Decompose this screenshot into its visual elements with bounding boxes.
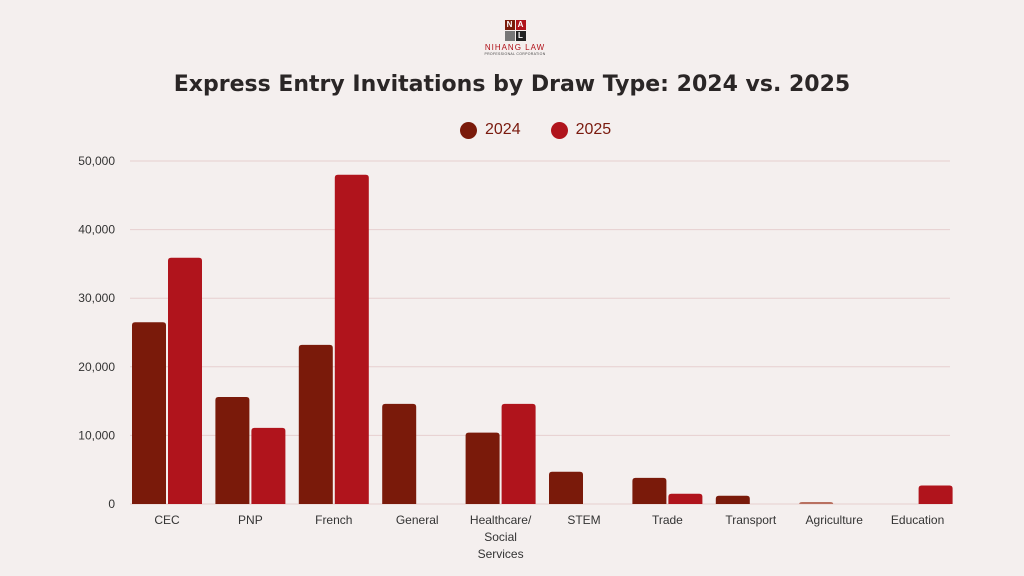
chart-title: Express Entry Invitations by Draw Type: … (173, 72, 851, 97)
x-tick-label: French (315, 513, 352, 527)
bar-2024 (715, 495, 750, 504)
bar-2024 (465, 432, 500, 504)
legend-label: 2025 (575, 121, 612, 138)
x-tick-label: Education (891, 513, 944, 527)
x-tick-label: Transport (725, 513, 777, 527)
bar-2025 (168, 257, 202, 504)
logo-box: A (515, 20, 526, 30)
y-tick-label: 20,000 (78, 360, 115, 374)
x-tick-label: General (396, 513, 439, 527)
legend-item-2024: 2024 (460, 121, 521, 139)
y-tick-label: 0 (108, 497, 115, 511)
logo: N A L NIHANG LAW PROFESSIONAL CORPORATIO… (480, 20, 550, 56)
bar-2024 (632, 477, 667, 504)
bar-2025 (251, 427, 286, 504)
bar-2024 (215, 396, 250, 504)
y-tick-label: 50,000 (78, 154, 115, 168)
bar-2024 (799, 501, 834, 504)
bar-2024 (132, 322, 166, 504)
bar-2024 (298, 344, 333, 504)
y-tick-label: 40,000 (78, 223, 115, 237)
legend-label: 2024 (485, 121, 521, 138)
x-tick-label: Healthcare/ (470, 513, 532, 527)
x-tick-label: PNP (238, 513, 263, 527)
y-tick-label: 30,000 (78, 291, 115, 305)
y-tick-label: 10,000 (78, 428, 115, 442)
logo-box: L (515, 31, 526, 41)
legend-swatch (460, 121, 477, 139)
bar-2025 (334, 174, 369, 504)
legend-item-2025: 2025 (550, 121, 612, 139)
bar-2025 (501, 403, 536, 504)
x-tick-label: Agriculture (806, 513, 864, 527)
bar-2024 (382, 403, 417, 504)
logo-box: N (504, 20, 515, 30)
bar-2025 (918, 485, 953, 504)
logo-subtext: PROFESSIONAL CORPORATION (484, 52, 546, 56)
x-tick-label: Services (478, 547, 524, 561)
legend: 2024 2025 (460, 121, 611, 139)
logo-box (504, 31, 515, 41)
x-tick-label: Social (484, 530, 517, 544)
logo-text: NIHANG LAW (484, 43, 546, 52)
x-tick-label: STEM (567, 513, 600, 527)
legend-swatch (550, 121, 568, 139)
x-tick-label: Trade (652, 513, 683, 527)
bar-2025 (668, 493, 703, 504)
bar-2024 (549, 471, 583, 504)
x-tick-label: CEC (154, 513, 180, 527)
